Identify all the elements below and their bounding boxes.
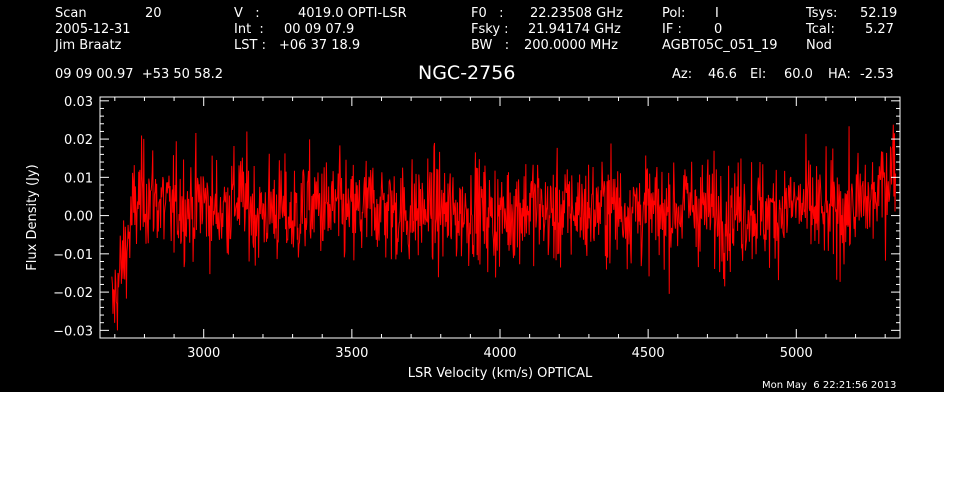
plot-canvas: Scan 20 2005-12-31 Jim Braatz V : 4019.0… [0,0,944,392]
project-id: AGBT05C_051_19 [662,38,778,53]
x-tick-label: 4500 [632,346,665,361]
spectrum-trace [111,124,897,331]
el-label: El: [750,67,767,82]
coordinates: 09 09 00.97 +53 50 58.2 [55,67,224,82]
scan-value: 20 [145,6,162,21]
x-tick-label: 3000 [187,346,220,361]
pol-label: Pol: [662,6,686,21]
date: 2005-12-31 [55,22,131,37]
y-axis-label: Flux Density (Jy) [25,164,40,270]
if-value: 0 [714,22,723,37]
source-name: NGC-2756 [418,62,516,84]
timestamp: Mon May 6 22:21:56 2013 [762,380,897,391]
observer: Jim Braatz [55,38,122,53]
ha-value: -2.53 [860,67,894,82]
x-tick-label: 4000 [483,346,516,361]
spectrum-chart: 3000 3500 4000 4500 5000 −0.03 −0.02 −0.01 0.00 0… [25,95,901,381]
y-tick-label: 0.03 [64,95,93,110]
f0-value: 22.23508 GHz [530,6,623,21]
y-tick-label: −0.01 [53,248,93,263]
az-value: 46.6 [708,67,737,82]
tcal-value: 5.27 [865,22,894,37]
pol-value: I [715,6,719,21]
procedure: Nod [806,38,832,53]
fsky-label: Fsky : [471,22,509,37]
bw-label: BW : [471,38,510,53]
y-tick-label: −0.02 [53,286,93,301]
fsky-value: 21.94174 GHz [528,22,621,37]
ha-label: HA: [828,67,851,82]
bw-value: 200.0000 MHz [524,38,618,53]
y-tick-label: 0.01 [64,171,93,186]
tsys-label: Tsys: [806,6,838,21]
v-value: 4019.0 OPTI-LSR [298,6,407,21]
if-label: IF : [662,22,682,37]
f0-label: F0 : [471,6,504,21]
az-label: Az: [672,67,693,82]
v-label: V : [234,6,260,21]
x-tick-label: 5000 [780,346,813,361]
lst-value: +06 37 18.9 [279,38,361,53]
y-tick-label: 0.00 [64,210,93,225]
lst-label: LST : [234,38,266,53]
x-tick-label: 3500 [335,346,368,361]
el-value: 60.0 [784,67,813,82]
scan-label: Scan [55,6,87,21]
int-label: Int : [234,22,264,37]
y-tick-label: 0.02 [64,133,93,148]
x-axis-label: LSR Velocity (km/s) OPTICAL [408,366,593,381]
tcal-label: Tcal: [806,22,835,37]
y-tick-label: −0.03 [53,324,93,339]
tsys-value: 52.19 [860,6,898,21]
int-value: 00 09 07.9 [284,22,355,37]
